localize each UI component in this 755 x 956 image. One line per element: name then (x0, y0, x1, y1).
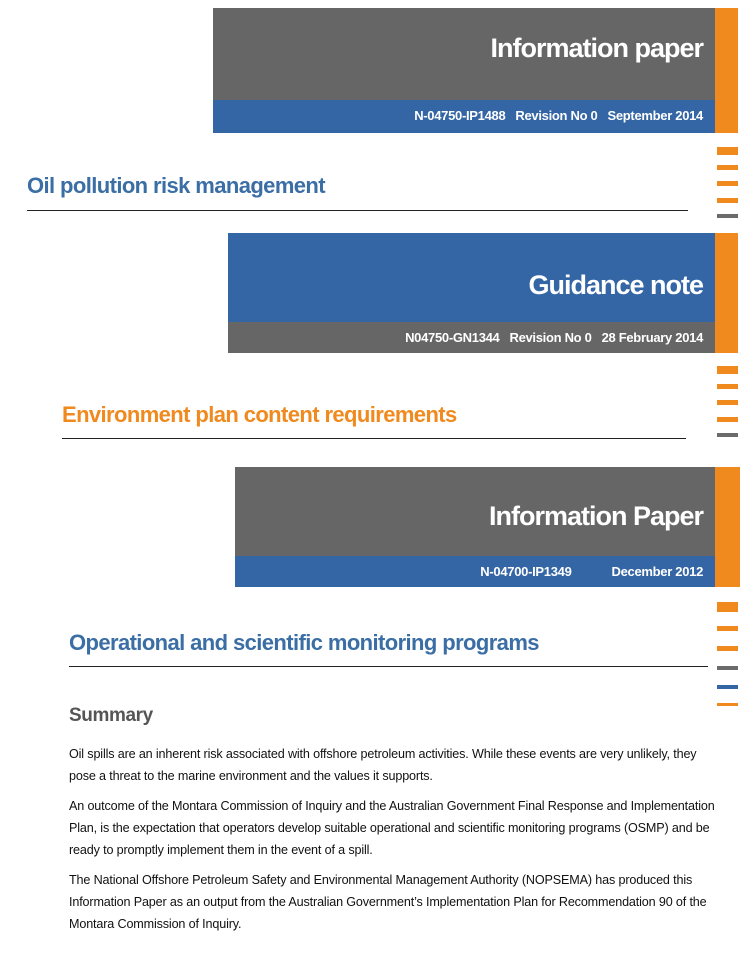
accent-bar (715, 467, 740, 587)
dash (717, 198, 738, 203)
reference-strip: N-04750-IP1488 Revision No 0 September 201… (213, 100, 715, 133)
reference: N-04700-IP1349 (480, 564, 572, 579)
reference: N04750-GN1344 (405, 330, 500, 345)
document-title: Environment plan content requirements (62, 402, 457, 427)
dash (717, 400, 738, 405)
paragraph: An outcome of the Montara Commission of … (69, 799, 715, 857)
dash (717, 602, 738, 612)
dash (717, 646, 738, 651)
dash (717, 165, 738, 170)
paragraph: The National Offshore Petroleum Safety a… (69, 873, 707, 931)
accent-bar (715, 233, 738, 353)
revision: Revision No 0 (509, 330, 592, 345)
revision: Revision No 0 (515, 108, 598, 123)
summary-body: Oil spills are an inherent risk associat… (69, 743, 719, 935)
date: September 2014 (607, 108, 703, 123)
rule (69, 666, 708, 667)
paragraph: Oil spills are an inherent risk associat… (69, 747, 697, 783)
accent-bar (715, 8, 738, 133)
summary-heading: Summary (69, 705, 153, 726)
dash (717, 703, 738, 706)
dash (717, 181, 738, 186)
dash (717, 626, 738, 631)
date: December 2012 (611, 564, 704, 579)
reference: N-04750-IP1488 (414, 108, 506, 123)
rule (27, 210, 688, 211)
banner: Information Paper (235, 467, 715, 556)
reference-strip: N04750-GN1344 Revision No 0 28 February 20… (228, 322, 715, 353)
document-title: Operational and scientific monitoring pr… (69, 630, 540, 655)
dash (717, 685, 738, 689)
dash (717, 214, 738, 218)
banner: Guidance note (228, 233, 715, 322)
dash (717, 417, 738, 422)
dash (717, 666, 738, 670)
rule (62, 438, 686, 439)
document-title: Oil pollution risk management (27, 173, 326, 198)
dash (717, 433, 738, 437)
dash (717, 384, 738, 389)
reference-strip: N-04700-IP1349 December 2012 (235, 556, 715, 587)
dash (717, 147, 738, 155)
banner: Information paper (213, 8, 715, 100)
date: 28 February 2014 (601, 330, 704, 345)
dash (717, 366, 738, 374)
